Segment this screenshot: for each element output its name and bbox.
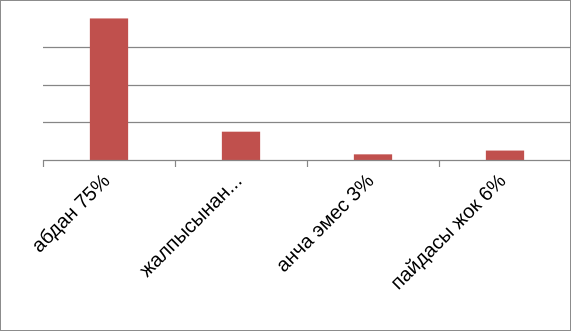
category-labels: абдан 75% жалпысынан... анча эмес 3% пайдас… xyxy=(27,170,510,294)
bars xyxy=(89,18,525,160)
category-label: жалпысынан... xyxy=(135,170,246,281)
x-axis xyxy=(42,159,571,167)
category-label: анча эмес 3% xyxy=(272,170,379,277)
bar xyxy=(221,131,261,160)
gridlines xyxy=(43,46,571,124)
category-label: пайдасы жок 6% xyxy=(386,170,510,294)
bar xyxy=(89,18,129,160)
category-label: абдан 75% xyxy=(27,170,114,257)
bar xyxy=(353,154,393,160)
bar xyxy=(485,150,525,160)
